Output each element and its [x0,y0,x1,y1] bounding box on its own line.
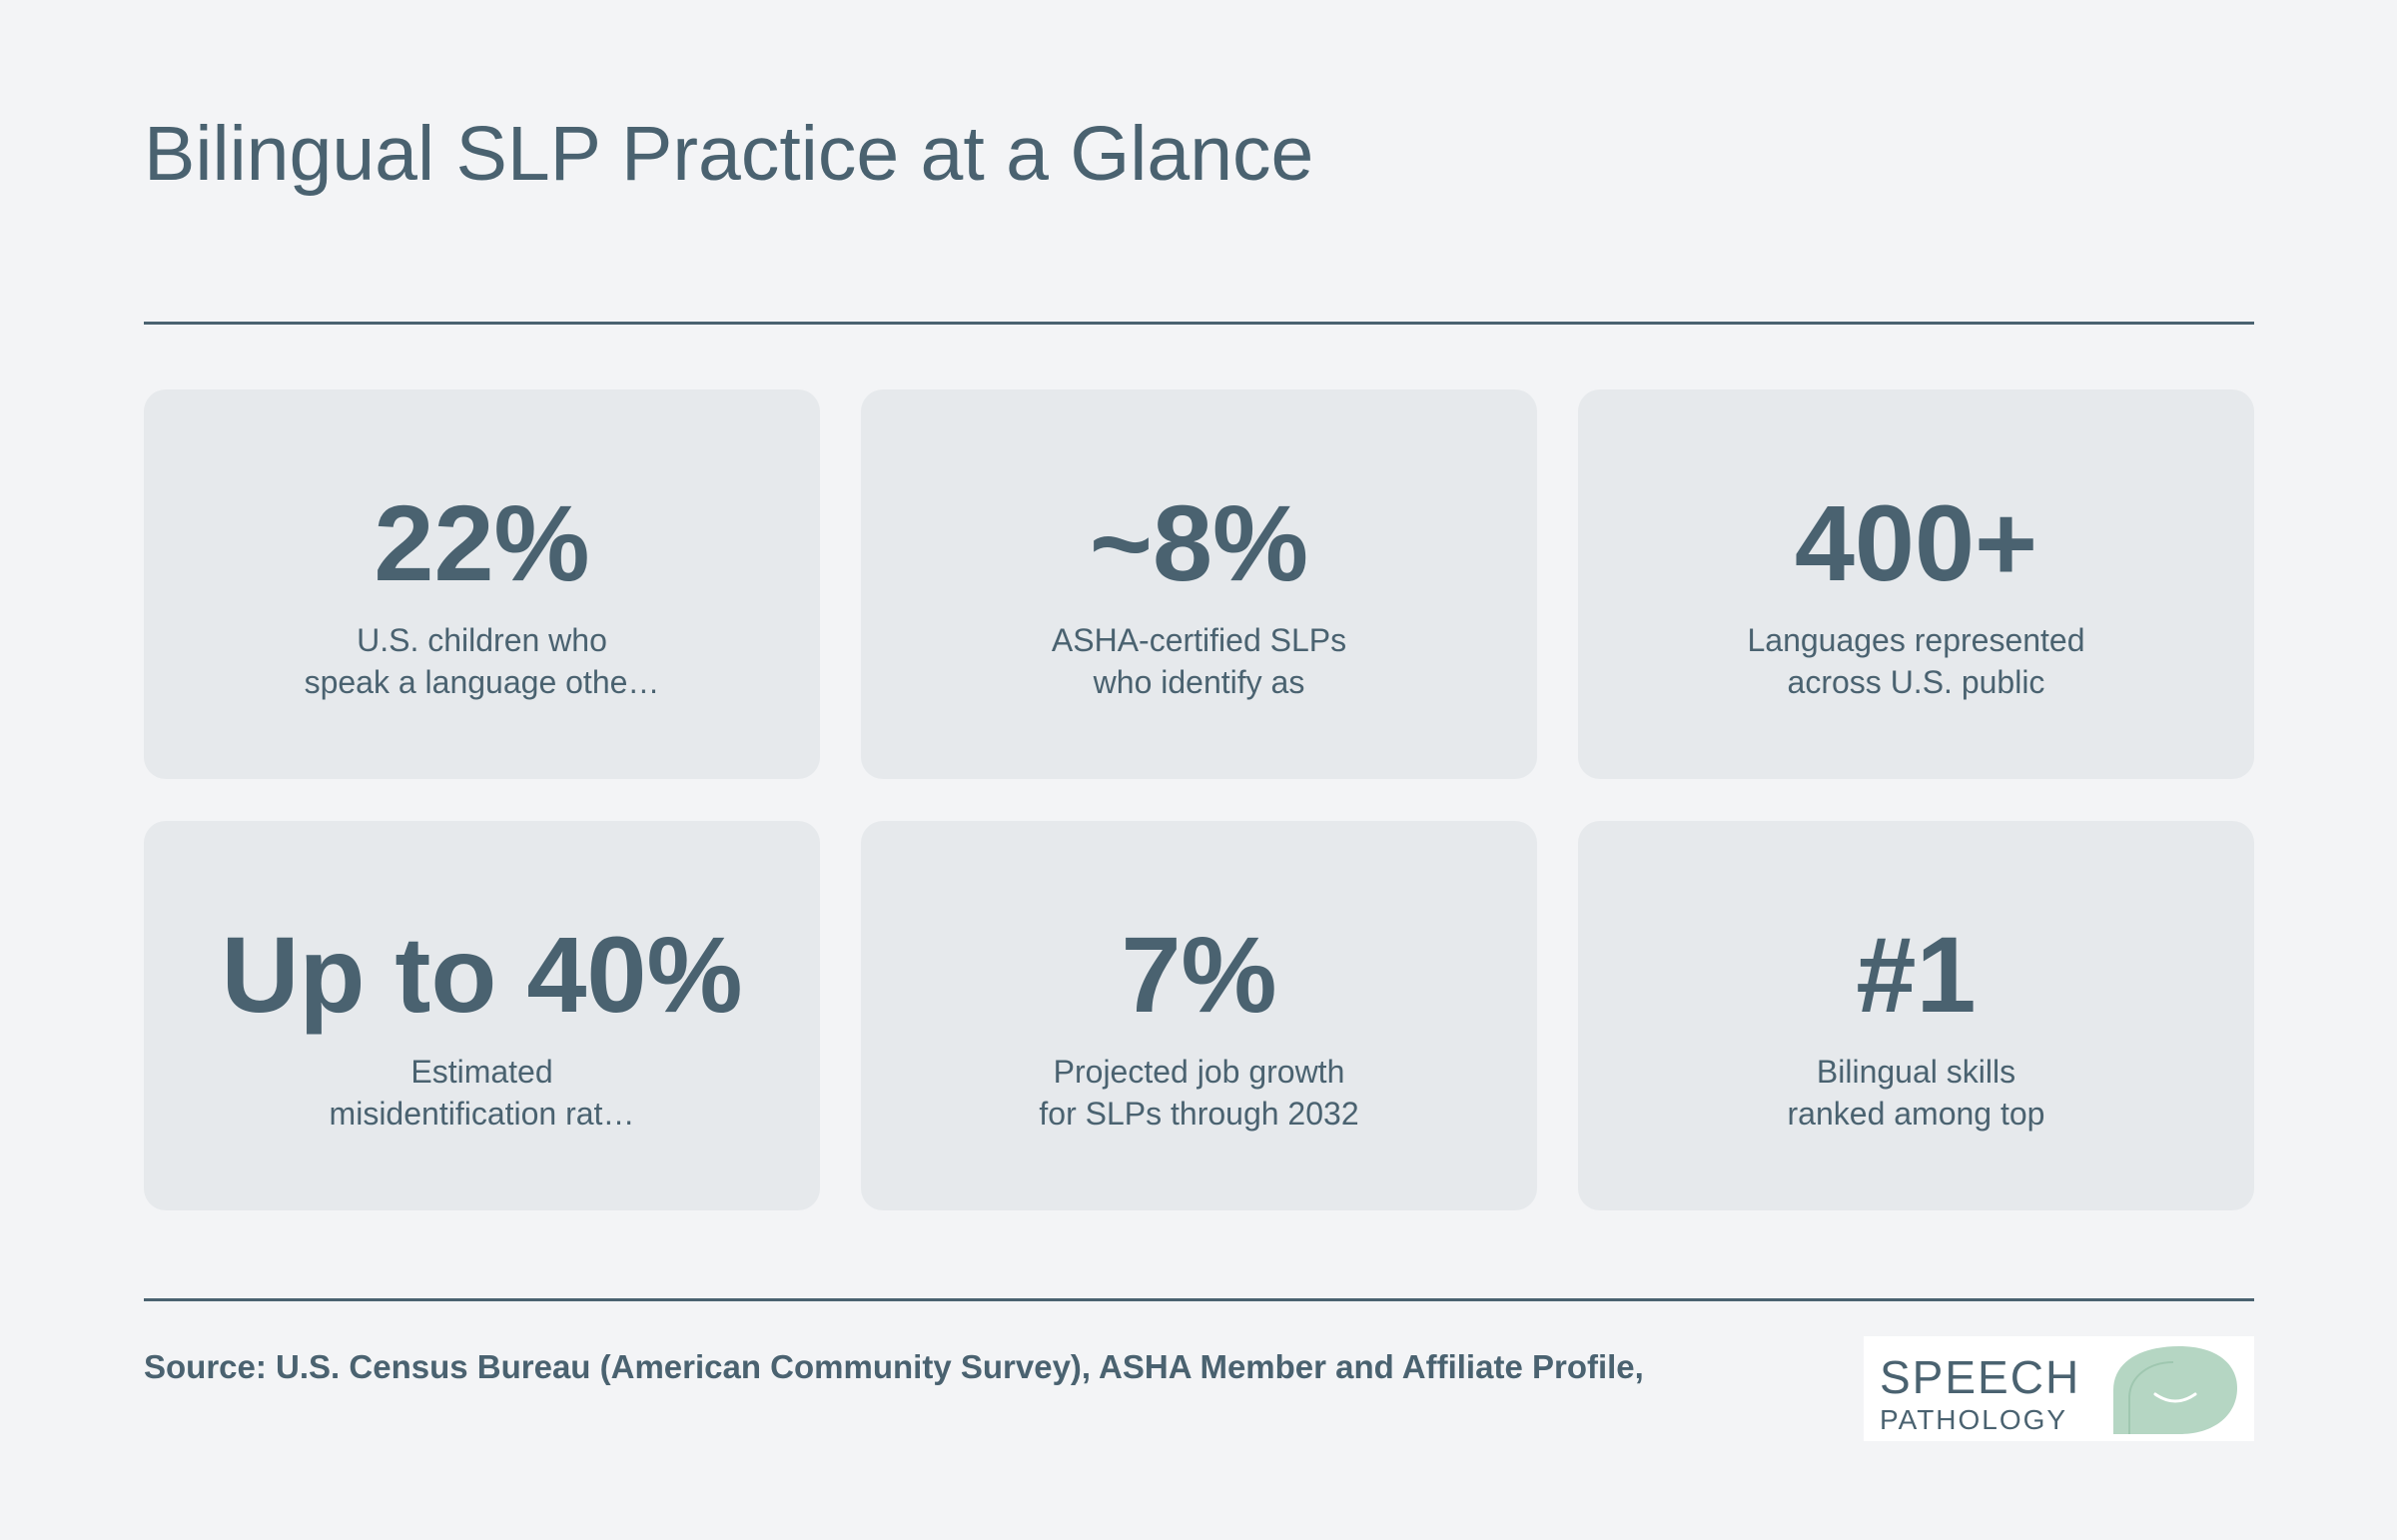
stat-value: 7% [1121,914,1277,1035]
stat-label-line: ASHA-certified SLPs [1051,622,1347,658]
stat-label-line: Languages represented [1747,622,2085,658]
stat-value: 400+ [1794,482,2038,603]
stat-card-bilingual-skills: #1 Bilingual skills ranked among top [1578,821,2254,1210]
stat-label: U.S. children who speak a language othe… [305,619,660,703]
speech-bubble-smile-icon [2113,1346,2237,1434]
stat-label-line: across U.S. public [1787,664,2045,700]
stat-label: Bilingual skills ranked among top [1788,1051,2045,1135]
stat-card-misidentification: Up to 40% Estimated misidentification ra… [144,821,820,1210]
stat-label-line: for SLPs through 2032 [1039,1096,1359,1132]
top-divider [144,322,2254,325]
stat-card-children-language: 22% U.S. children who speak a language o… [144,389,820,779]
speech-pathology-logo: SPEECH PATHOLOGY [1864,1336,2254,1441]
stat-value: 22% [374,482,590,603]
source-citation: Source: U.S. Census Bureau (American Com… [144,1348,1644,1385]
stat-label-line: ranked among top [1787,1096,2045,1132]
stat-label-line: Estimated [410,1054,553,1090]
stat-label: ASHA-certified SLPs who identify as [1052,619,1346,703]
stat-label: Projected job growth for SLPs through 20… [1039,1051,1358,1135]
logo-text-speech: SPEECH [1880,1351,2081,1403]
stat-label: Languages represented across U.S. public [1747,619,2084,703]
stat-label-line: Bilingual skills [1816,1054,2016,1090]
bottom-divider [144,1298,2254,1301]
stat-value: #1 [1856,914,1977,1035]
stat-value: ~8% [1089,482,1309,603]
stat-card-grid: 22% U.S. children who speak a language o… [144,389,2254,1210]
page-title: Bilingual SLP Practice at a Glance [144,111,1314,197]
logo-text-pathology: PATHOLOGY [1880,1404,2068,1435]
stat-card-certified-slps: ~8% ASHA-certified SLPs who identify as [861,389,1537,779]
stat-card-job-growth: 7% Projected job growth for SLPs through… [861,821,1537,1210]
stat-label-line: misidentification rat… [329,1096,635,1132]
stat-label-line: Projected job growth [1053,1054,1345,1090]
stat-label-line: U.S. children who [357,622,607,658]
stat-label-line: who identify as [1093,664,1305,700]
stat-label-line: speak a language othe… [304,664,660,700]
stat-value: Up to 40% [221,914,743,1035]
stat-card-languages: 400+ Languages represented across U.S. p… [1578,389,2254,779]
stat-label: Estimated misidentification rat… [330,1051,635,1135]
